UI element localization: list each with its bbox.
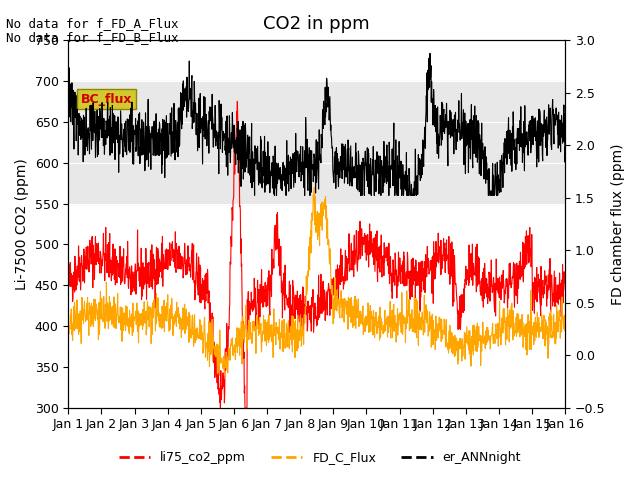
- Title: CO2 in ppm: CO2 in ppm: [264, 15, 370, 33]
- Y-axis label: FD chamber flux (ppm): FD chamber flux (ppm): [611, 144, 625, 305]
- Text: No data for f_FD_B_Flux: No data for f_FD_B_Flux: [6, 31, 179, 44]
- Bar: [68, 81, 565, 204]
- Text: BC_flux: BC_flux: [81, 93, 132, 106]
- Text: No data for f_FD_A_Flux: No data for f_FD_A_Flux: [6, 17, 179, 30]
- Y-axis label: Li-7500 CO2 (ppm): Li-7500 CO2 (ppm): [15, 158, 29, 290]
- Legend: li75_co2_ppm, FD_C_Flux, er_ANNnight: li75_co2_ppm, FD_C_Flux, er_ANNnight: [114, 446, 526, 469]
